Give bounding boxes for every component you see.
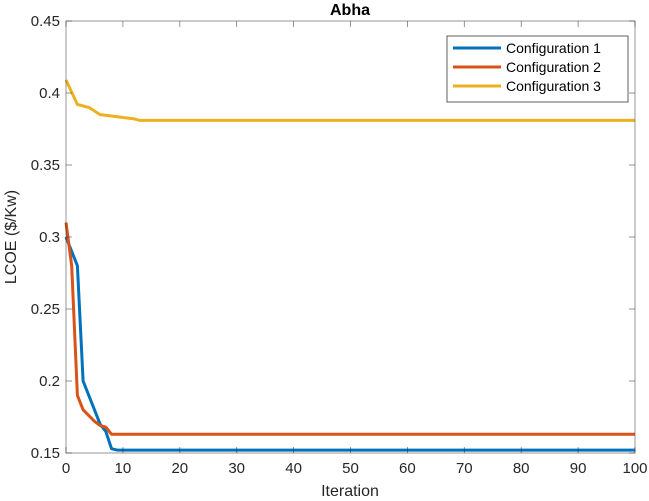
series-line-2 [64, 222, 635, 436]
x-tick-label: 90 [570, 460, 587, 477]
legend-label-1: Configuration 1 [506, 40, 601, 56]
y-tick-label: 0.4 [39, 85, 60, 102]
y-tick-label: 0.3 [39, 229, 60, 246]
y-tick-label: 0.35 [31, 157, 60, 174]
y-tick-label: 0.15 [31, 445, 60, 462]
y-axis: 0.15 0.2 0.25 0.3 0.35 0.4 0.45 [31, 13, 635, 462]
y-axis-label: LCOE ($/Kw) [3, 190, 20, 284]
x-tick-label: 100 [622, 460, 647, 477]
legend: Configuration 1 Configuration 2 Configurat… [446, 35, 629, 103]
x-tick-label: 40 [285, 460, 302, 477]
x-tick-label: 70 [456, 460, 473, 477]
x-tick-label: 10 [115, 460, 132, 477]
x-tick-label: 80 [513, 460, 530, 477]
x-axis: 0 10 20 30 40 50 60 70 80 90 100 [62, 21, 648, 477]
legend-label-2: Configuration 2 [506, 59, 601, 75]
y-tick-label: 0.2 [39, 373, 60, 390]
x-tick-label: 20 [171, 460, 188, 477]
y-tick-label: 0.25 [31, 301, 60, 318]
x-axis-label: Iteration [321, 483, 379, 500]
x-tick-label: 0 [62, 460, 70, 477]
series-line-3 [64, 79, 635, 122]
series-line-1 [64, 236, 635, 452]
legend-label-3: Configuration 3 [506, 78, 601, 94]
y-tick-label: 0.45 [31, 13, 60, 30]
x-tick-label: 50 [342, 460, 359, 477]
x-tick-label: 30 [228, 460, 245, 477]
x-tick-label: 60 [399, 460, 416, 477]
chart-title: Abha [330, 2, 370, 19]
